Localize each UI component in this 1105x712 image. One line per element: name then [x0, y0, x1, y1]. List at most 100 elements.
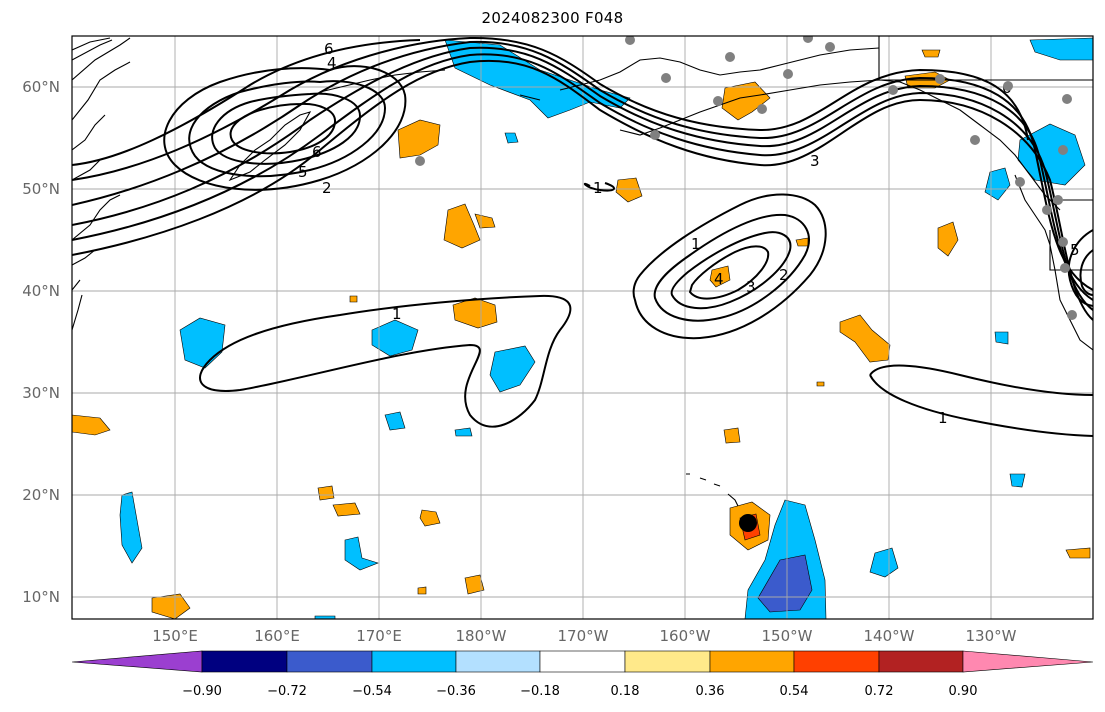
- colorbar-tick-label: 0.36: [695, 684, 725, 699]
- contour-line: [632, 193, 827, 340]
- positive-anomaly-area: [417, 586, 427, 595]
- contour-line: [653, 213, 810, 322]
- station-marker: [650, 130, 660, 140]
- colorbar-segment: [624, 650, 711, 673]
- contour-label: 3: [746, 278, 756, 296]
- lon-label: 170°E: [356, 627, 402, 645]
- contour-label: 4: [327, 54, 337, 72]
- negative-anomaly-area: [371, 319, 419, 357]
- contour-label: 5: [298, 163, 308, 181]
- station-marker: [1003, 81, 1013, 91]
- station-marker: [661, 73, 671, 83]
- negative-anomaly-area: [994, 331, 1009, 345]
- contour-line: [1067, 229, 1093, 307]
- positive-anomaly-area: [452, 297, 498, 329]
- colorbar-segment: [201, 650, 288, 673]
- station-marker: [888, 85, 898, 95]
- station-marker: [757, 104, 767, 114]
- lat-label: 10°N: [22, 588, 60, 606]
- colorbar-extend-left: [71, 650, 203, 673]
- positive-anomaly-area: [921, 49, 941, 58]
- map-title: 2024082300 F048: [481, 9, 624, 27]
- station-marker: [783, 69, 793, 79]
- contour-line: [199, 294, 572, 428]
- negative-anomaly-area: [344, 536, 379, 571]
- station-marker: [713, 96, 723, 106]
- lon-label: 130°W: [965, 627, 1017, 645]
- colorbar: [71, 650, 1094, 673]
- contour-line: [869, 364, 1093, 396]
- positive-anomaly-area: [397, 119, 441, 159]
- colorbar-segment: [286, 650, 373, 673]
- contour-label: 6: [312, 143, 322, 161]
- lat-label: 60°N: [22, 78, 60, 96]
- contour-line: [670, 231, 792, 310]
- colorbar-tick-label: −0.54: [352, 684, 392, 699]
- contour-label: 2: [779, 266, 789, 284]
- station-marker: [1062, 94, 1072, 104]
- station-marker: [1015, 177, 1025, 187]
- negative-anomaly-area: [314, 615, 336, 619]
- contour-line: [1079, 249, 1093, 296]
- colorbar-segment: [709, 650, 795, 673]
- station-marker: [1067, 310, 1077, 320]
- colorbar-segment: [539, 650, 626, 673]
- station-marker: [725, 52, 735, 62]
- contour-line: [72, 39, 421, 166]
- colorbar-tick-label: 0.18: [610, 684, 640, 699]
- negative-anomaly-area: [1029, 37, 1093, 61]
- contour-label: 2: [322, 179, 332, 197]
- positive-anomaly-area: [723, 427, 741, 444]
- lon-label: 160°W: [659, 627, 711, 645]
- contour-line: [72, 53, 1093, 311]
- positive-anomaly-area: [615, 177, 643, 203]
- contour-label: 1: [938, 409, 948, 427]
- lon-label: 180°W: [455, 627, 507, 645]
- colorbar-segment: [371, 650, 457, 673]
- contour-line: [869, 374, 1093, 437]
- colorbar-tick-label: −0.36: [436, 684, 476, 699]
- contour-line: [688, 245, 770, 300]
- positive-anomaly-area: [1065, 547, 1091, 559]
- contour-label: 1: [392, 305, 402, 323]
- anomaly-shading: [72, 37, 1093, 619]
- lat-label: 50°N: [22, 180, 60, 198]
- contour-lines: [72, 36, 1093, 437]
- colorbar-tick-label: 0.72: [864, 684, 894, 699]
- negative-anomaly-area: [384, 411, 406, 431]
- asia-coastline: [72, 37, 131, 331]
- lat-label: 30°N: [22, 384, 60, 402]
- lon-label: 170°W: [557, 627, 609, 645]
- station-marker: [970, 135, 980, 145]
- positive-anomaly-area: [709, 265, 731, 288]
- station-markers: [415, 36, 1077, 532]
- lat-label: 40°N: [22, 282, 60, 300]
- lon-label: 150°W: [761, 627, 813, 645]
- negative-anomaly-area: [454, 427, 473, 437]
- negative-anomaly-area: [119, 491, 143, 564]
- colorbar-extend-right: [962, 650, 1094, 673]
- positive-anomaly-area: [721, 81, 771, 121]
- station-marker: [1053, 195, 1063, 205]
- positive-anomaly-area: [332, 502, 361, 517]
- colorbar-tick-label: −0.72: [267, 684, 307, 699]
- contour-line: [72, 59, 1093, 321]
- contour-label: 4: [714, 270, 724, 288]
- negative-anomaly-area: [1009, 473, 1026, 488]
- contour-label: 3: [810, 152, 820, 170]
- lon-label: 150°E: [152, 627, 198, 645]
- positive-anomaly-area: [317, 485, 335, 501]
- positive-anomaly-area: [937, 221, 959, 257]
- negative-anomaly-area: [489, 345, 536, 393]
- positive-anomaly-area: [349, 295, 358, 303]
- contour-line: [211, 92, 362, 165]
- station-marker: [935, 74, 945, 84]
- north-america-coastline: [1014, 174, 1093, 351]
- station-marker: [739, 514, 757, 532]
- positive-anomaly-area: [419, 509, 441, 527]
- station-marker: [825, 42, 835, 52]
- lat-label: 20°N: [22, 486, 60, 504]
- positive-anomaly-area: [474, 213, 496, 229]
- station-marker: [1060, 263, 1070, 273]
